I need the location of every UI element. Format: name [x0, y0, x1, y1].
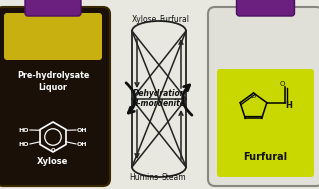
- FancyBboxPatch shape: [217, 69, 314, 177]
- Text: Furfural: Furfural: [159, 15, 189, 23]
- Text: Furfural: Furfural: [243, 152, 287, 162]
- Text: Dehydration: Dehydration: [132, 88, 186, 98]
- Text: OH: OH: [77, 128, 87, 132]
- Text: Pre-hydrolysate: Pre-hydrolysate: [17, 71, 89, 81]
- Text: H: H: [286, 101, 292, 110]
- FancyBboxPatch shape: [236, 0, 294, 16]
- Text: Xylose: Xylose: [131, 15, 157, 23]
- Text: O: O: [51, 147, 55, 153]
- Text: Steam: Steam: [162, 174, 186, 183]
- FancyBboxPatch shape: [0, 7, 110, 186]
- Text: HO: HO: [19, 142, 29, 146]
- Text: O: O: [251, 93, 256, 99]
- Text: OH: OH: [77, 142, 87, 146]
- Text: H-mordenite: H-mordenite: [132, 99, 186, 108]
- FancyBboxPatch shape: [25, 0, 81, 16]
- Text: O: O: [279, 81, 285, 87]
- FancyBboxPatch shape: [208, 7, 319, 186]
- Text: Liquor: Liquor: [39, 83, 67, 91]
- Text: Humins: Humins: [130, 174, 159, 183]
- Text: Xylose: Xylose: [37, 157, 69, 167]
- FancyBboxPatch shape: [4, 13, 102, 60]
- Text: HO: HO: [19, 128, 29, 132]
